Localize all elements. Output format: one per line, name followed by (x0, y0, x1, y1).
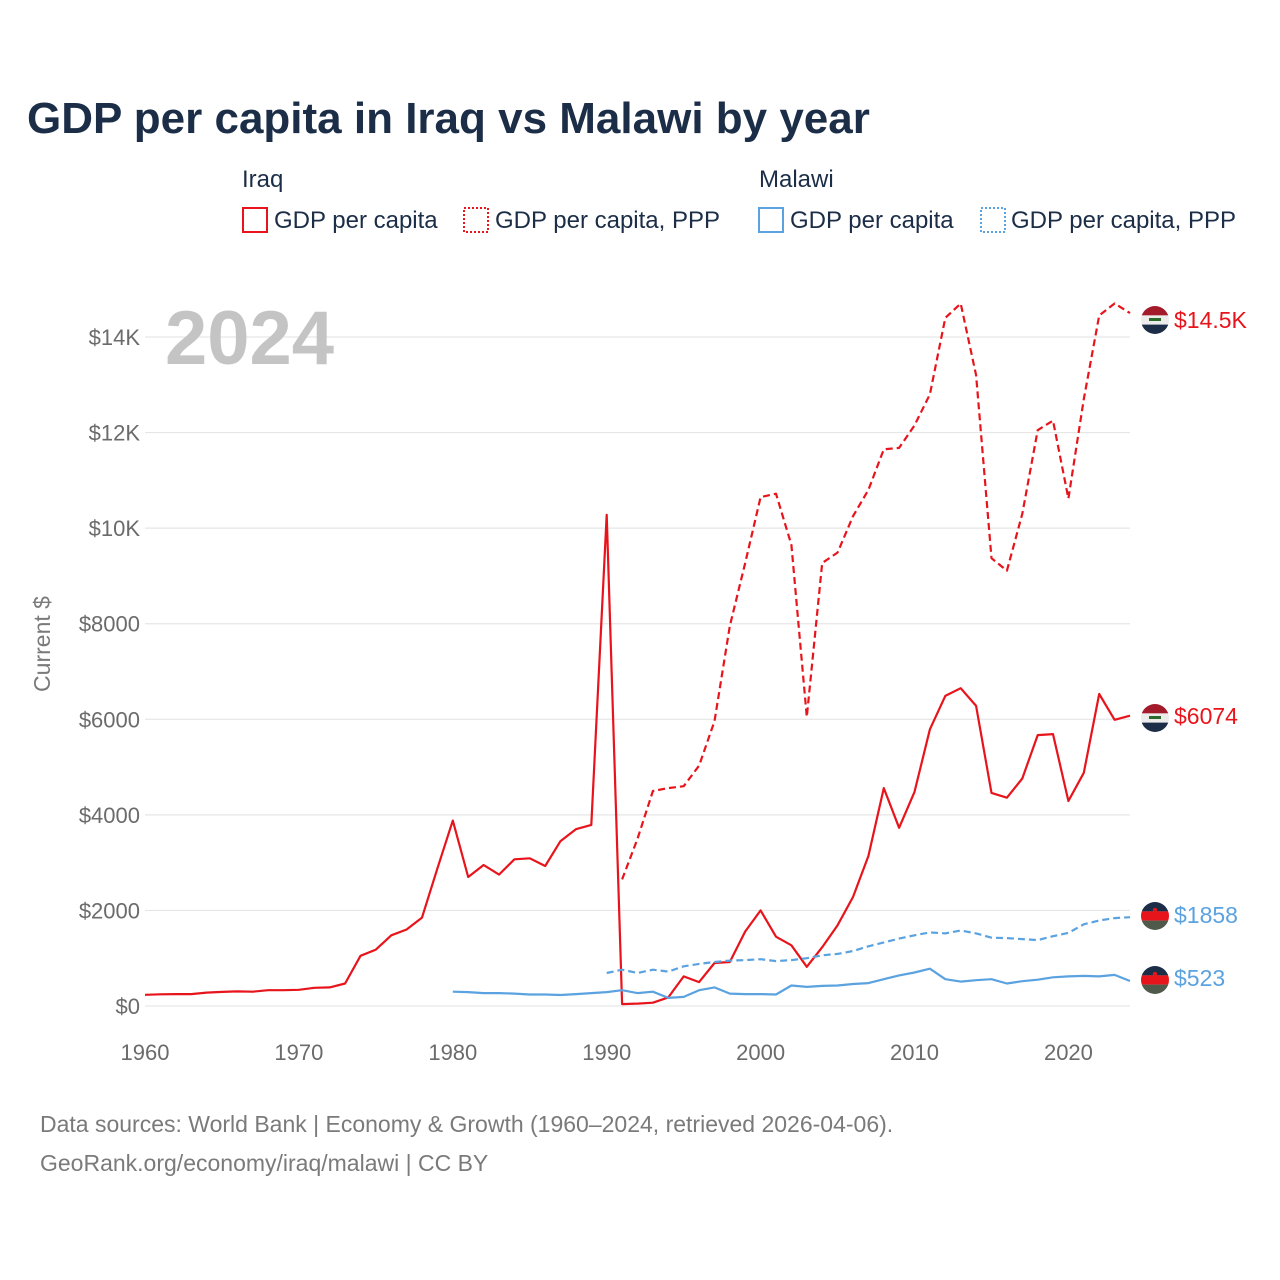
iraq-flag-icon (1141, 306, 1169, 334)
legend-item-label[interactable]: GDP per capita (274, 207, 438, 234)
x-tick-label: 2010 (890, 1040, 939, 1065)
y-tick-label: $10K (89, 516, 141, 541)
legend: Iraq GDP per capita GDP per capita, PPP … (242, 166, 1236, 234)
x-tick-label: 2000 (736, 1040, 785, 1065)
x-axis-ticks: 1960 1970 1980 1990 2000 2010 2020 (121, 1040, 1093, 1065)
series-line-malawi-gdp-per-capita-ppp[interactable] (606, 916, 1131, 975)
legend-swatch-dotted (980, 207, 1006, 233)
iraq-flag-icon (1141, 704, 1169, 732)
end-label-iraq-ppp: $14.5K (1141, 306, 1248, 334)
y-tick-label: $14K (89, 325, 141, 350)
source-line-2[interactable]: GeoRank.org/economy/iraq/malawi | CC BY (40, 1150, 488, 1176)
y-tick-label: $8000 (79, 612, 140, 637)
x-tick-label: 1980 (428, 1040, 477, 1065)
series-line-iraq-gdp-per-capita-ppp[interactable] (621, 302, 1131, 880)
y-tick-label: $12K (89, 421, 141, 446)
series-line-malawi-gdp-per-capita[interactable] (452, 967, 1131, 999)
y-tick-label: $4000 (79, 803, 140, 828)
legend-item-label[interactable]: GDP per capita, PPP (1011, 207, 1236, 234)
y-tick-label: $6000 (79, 707, 140, 732)
end-label-value: $523 (1174, 965, 1225, 991)
x-tick-label: 1970 (274, 1040, 323, 1065)
y-axis-ticks: $0 $2000 $4000 $6000 $8000 $10K $12K $14K (79, 325, 141, 1019)
legend-swatch-solid (242, 207, 268, 233)
x-tick-label: 1960 (121, 1040, 170, 1065)
malawi-flag-icon (1141, 966, 1169, 994)
legend-group-malawi: Malawi GDP per capita GDP per capita, PP… (758, 166, 1236, 234)
end-label-malawi-ppp: $1858 (1141, 902, 1238, 930)
end-label-iraq-gdp: $6074 (1141, 703, 1238, 732)
gridlines (145, 336, 1130, 1007)
y-tick-label: $0 (116, 994, 140, 1019)
series-line-iraq-gdp-per-capita[interactable] (144, 513, 1131, 1006)
source-line-1: Data sources: World Bank | Economy & Gro… (40, 1111, 893, 1137)
big-year-label: 2024 (165, 296, 334, 381)
end-label-malawi-gdp: $523 (1141, 965, 1225, 994)
malawi-flag-icon (1141, 902, 1169, 930)
y-axis-label: Current $ (29, 596, 55, 692)
legend-group-title: Malawi (759, 166, 834, 193)
legend-item-label[interactable]: GDP per capita, PPP (495, 207, 720, 234)
series-lines (144, 302, 1131, 1006)
end-label-value: $6074 (1174, 703, 1238, 729)
legend-group-iraq: Iraq GDP per capita GDP per capita, PPP (242, 166, 720, 234)
end-label-value: $14.5K (1174, 307, 1248, 333)
x-tick-label: 2020 (1044, 1040, 1093, 1065)
legend-swatch-solid (758, 207, 784, 233)
end-label-value: $1858 (1174, 902, 1238, 928)
legend-swatch-dotted (463, 207, 489, 233)
x-tick-label: 1990 (582, 1040, 631, 1065)
chart-title: GDP per capita in Iraq vs Malawi by year (27, 94, 870, 143)
legend-group-title: Iraq (242, 166, 283, 193)
legend-item-label[interactable]: GDP per capita (790, 207, 954, 234)
y-tick-label: $2000 (79, 898, 140, 923)
